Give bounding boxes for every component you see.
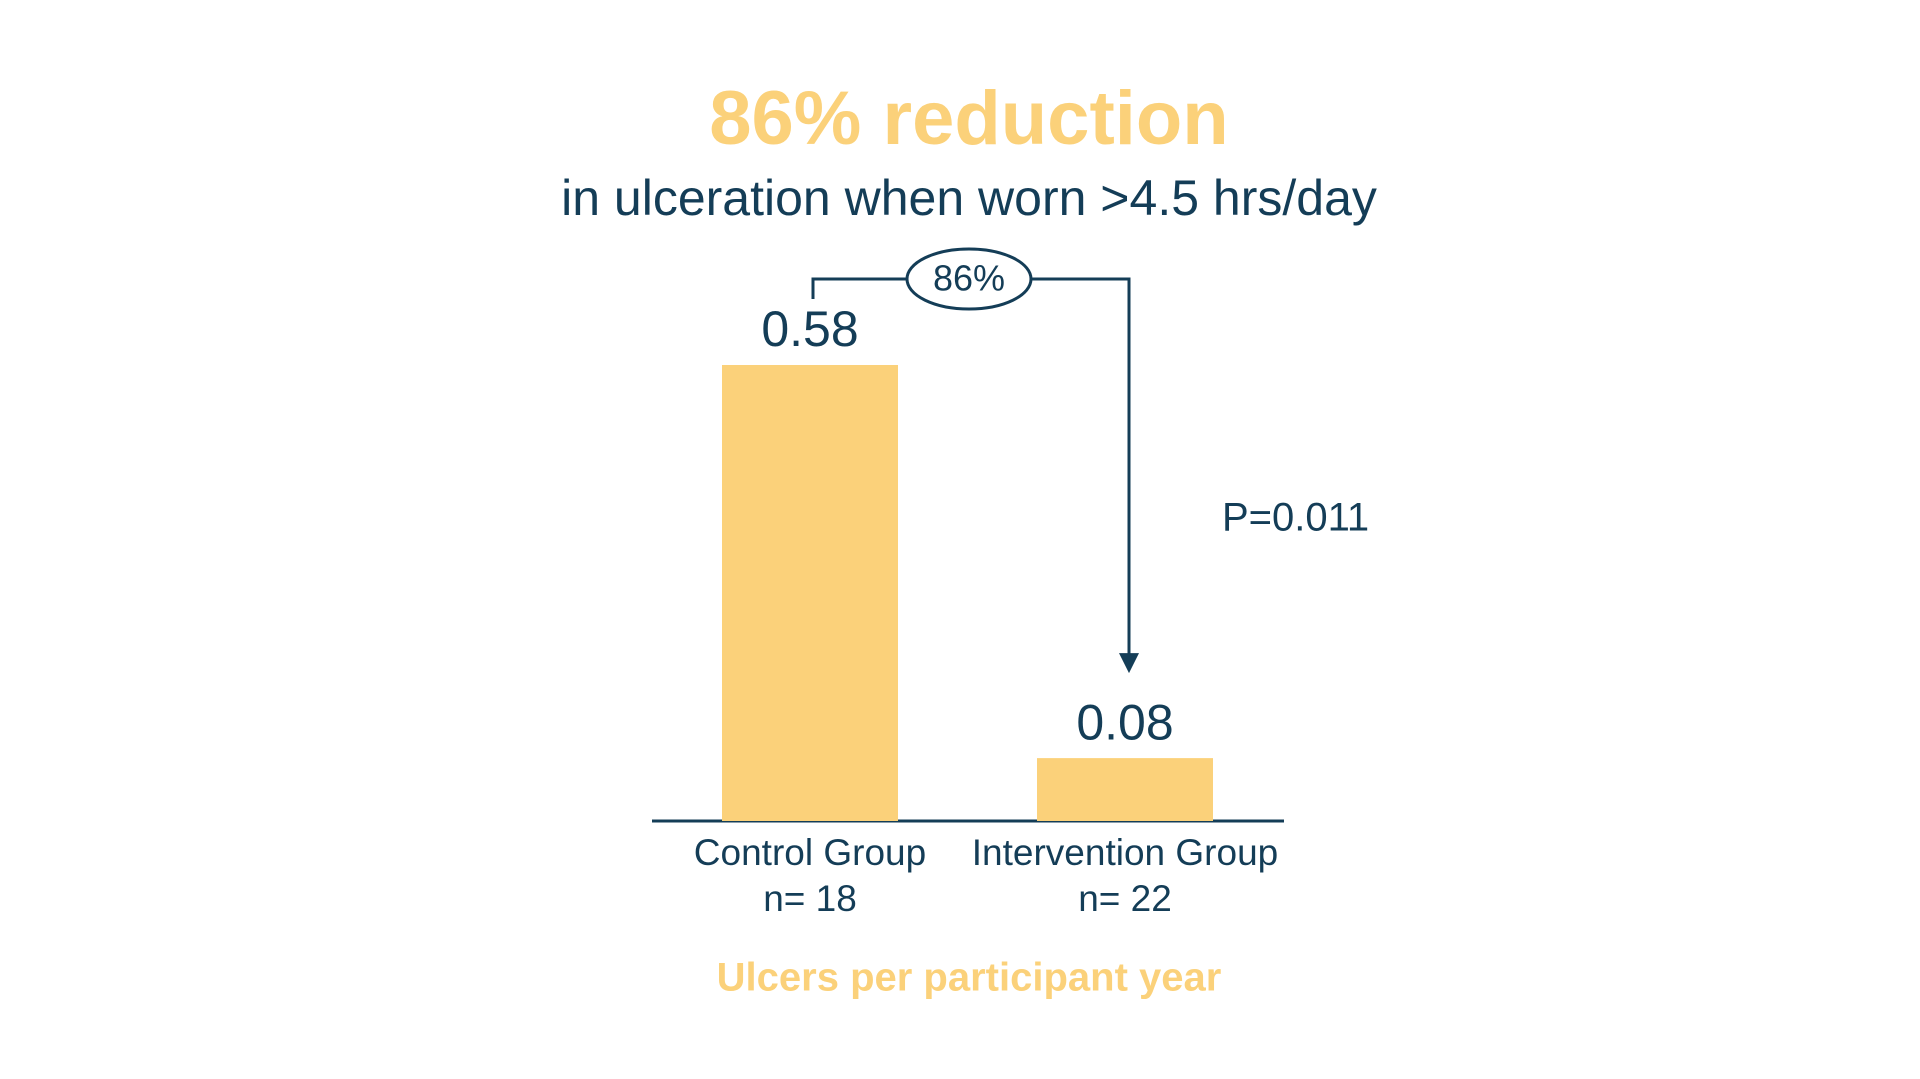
x-tick-label: Intervention Group	[972, 832, 1278, 873]
value-label: 0.58	[761, 301, 858, 357]
bar	[1037, 758, 1213, 821]
bar	[722, 365, 898, 821]
chart-subtitle: in ulceration when worn >4.5 hrs/day	[561, 170, 1377, 226]
value-label: 0.08	[1076, 694, 1173, 750]
arrow-head	[1119, 653, 1139, 674]
chart-title: 86% reduction	[709, 76, 1228, 161]
p-value: P=0.011	[1222, 496, 1369, 540]
x-tick-label: Control Group	[694, 832, 926, 873]
badge-label: 86%	[933, 258, 1005, 299]
axis-label: Ulcers per participant year	[717, 956, 1222, 1000]
sample-size: n= 22	[1078, 878, 1172, 919]
sample-size: n= 18	[763, 878, 857, 919]
badge	[905, 247, 1033, 311]
